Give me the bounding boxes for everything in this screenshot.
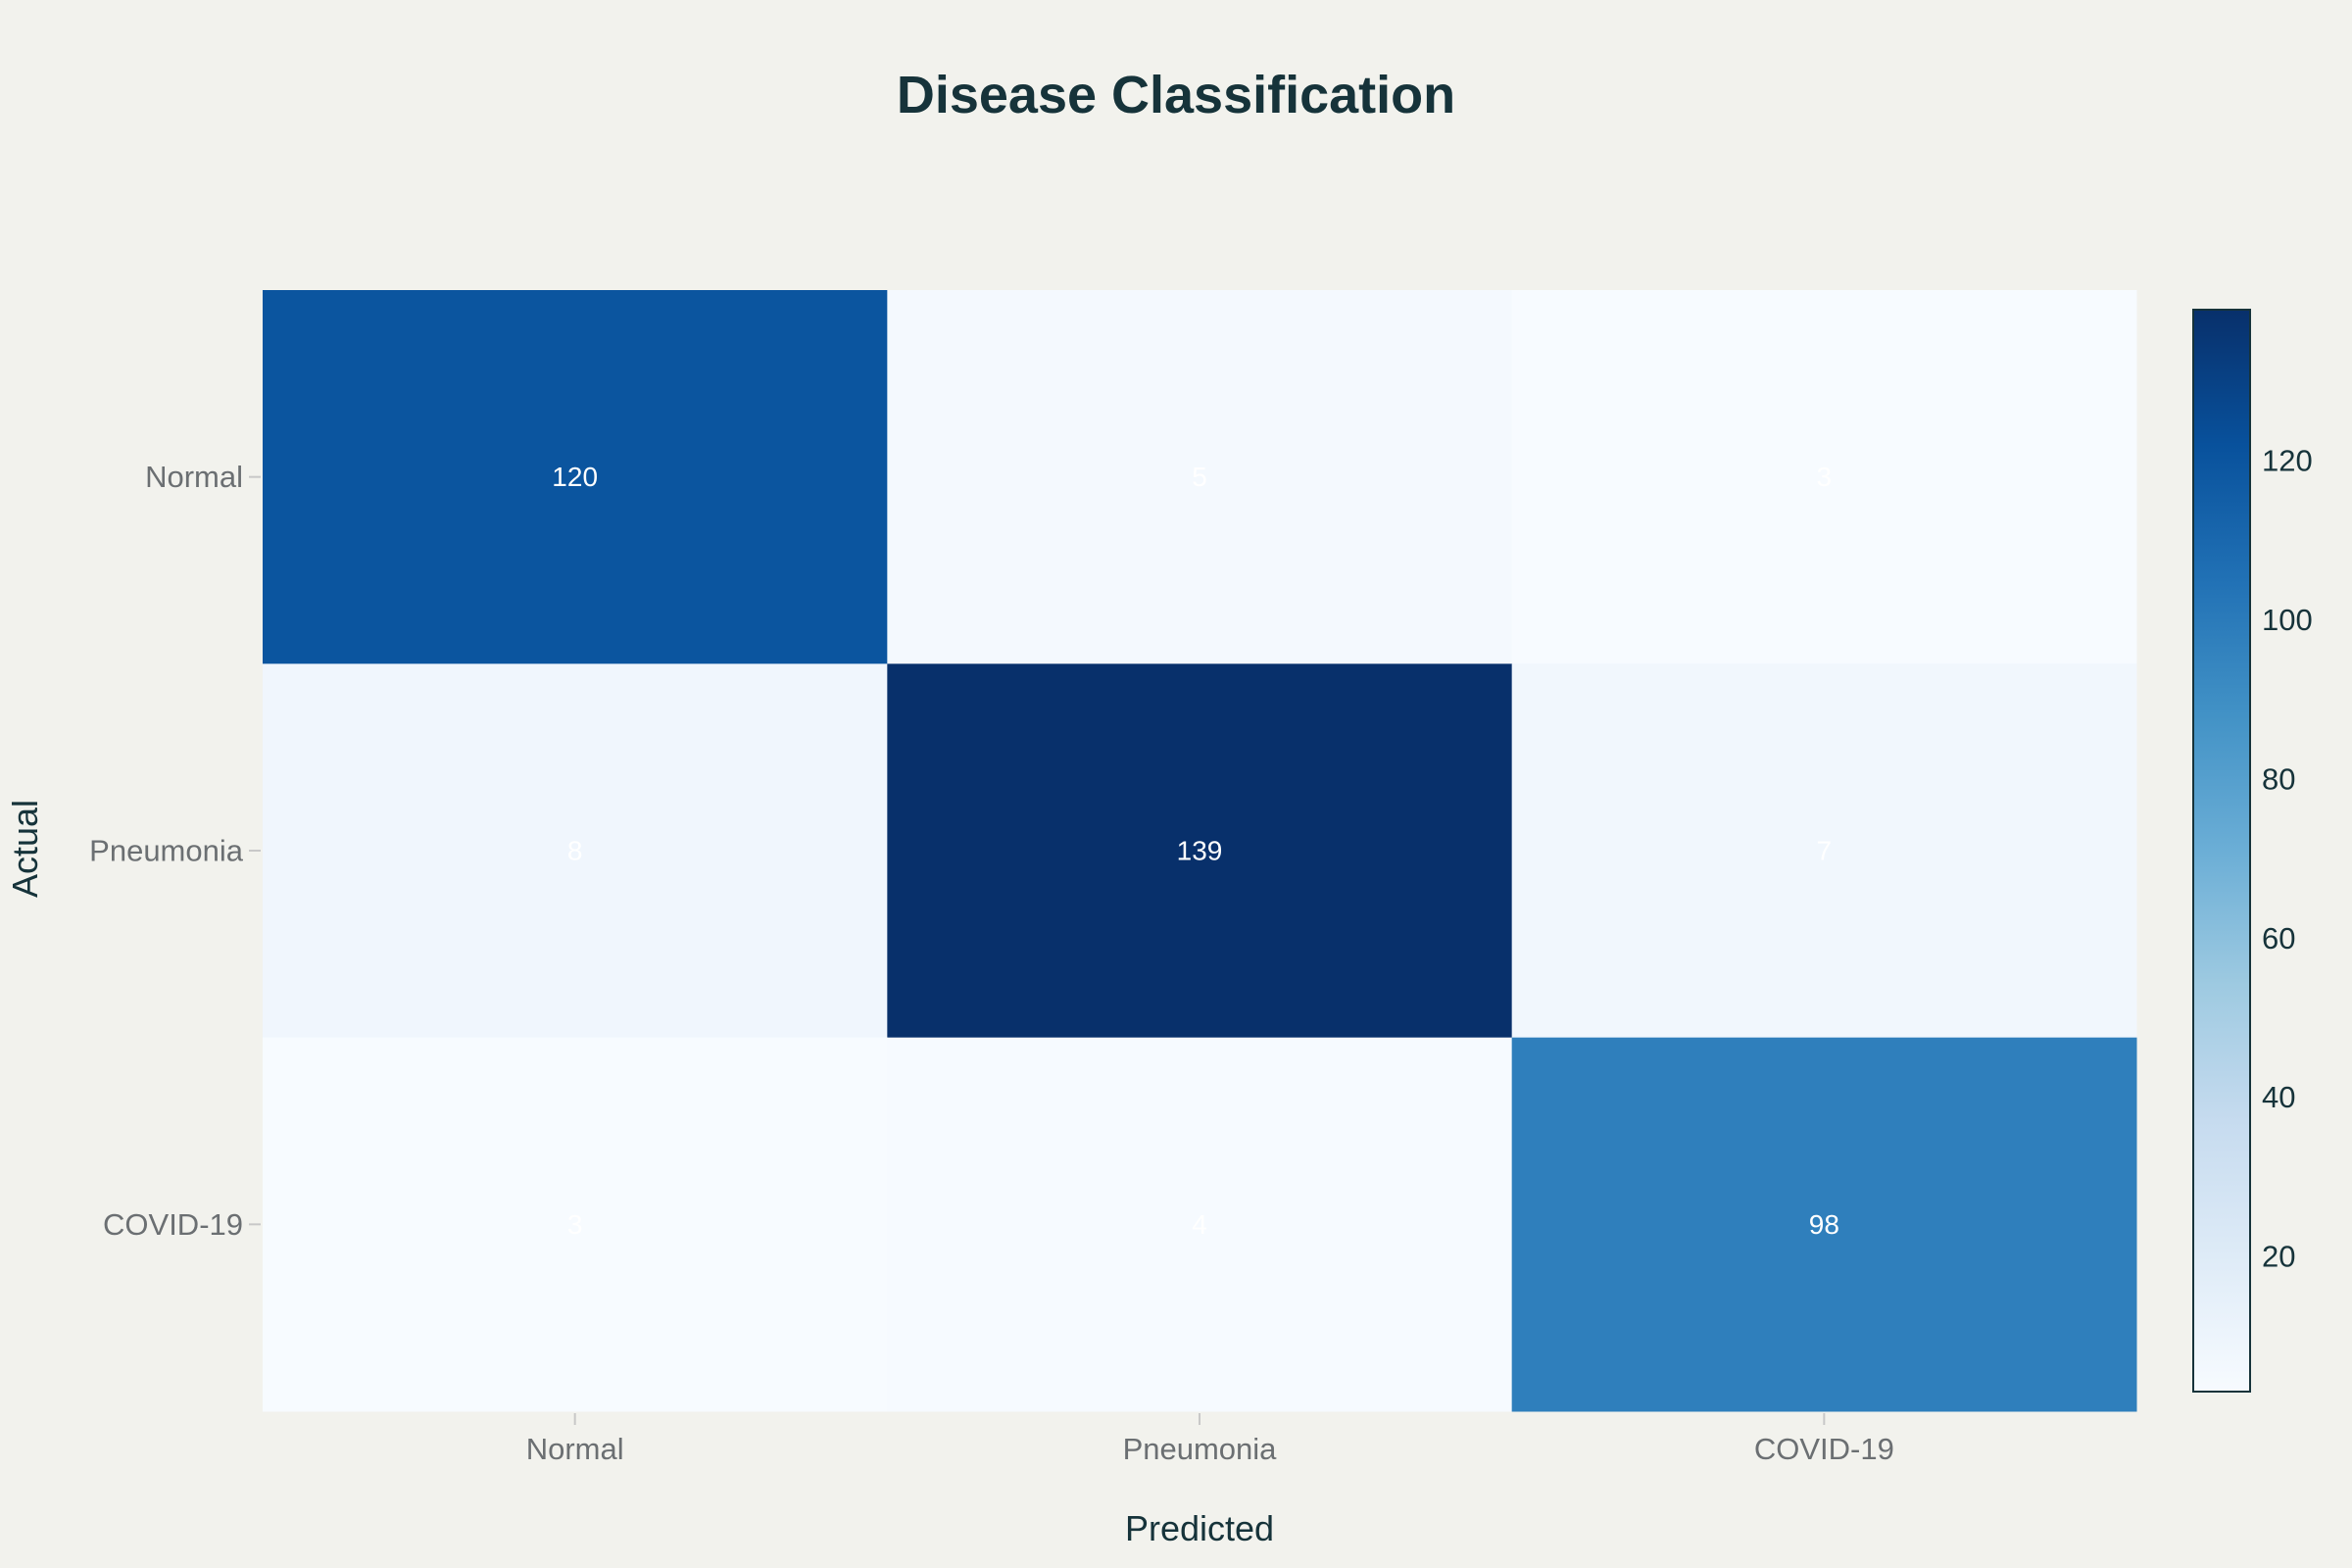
colorbar-tick-label: 40 — [2262, 1080, 2295, 1114]
heatmap-cell-covid-19-normal — [263, 1037, 888, 1412]
heatmap-cell-normal-normal — [263, 290, 888, 664]
cell-value-label: 7 — [1817, 836, 1833, 866]
x-tick-label: Normal — [526, 1432, 624, 1466]
colorbar-tick-label: 60 — [2262, 921, 2295, 956]
heatmap-cells — [263, 290, 2137, 1412]
x-axis-ticks: Normal Pneumonia COVID-19 — [526, 1413, 1894, 1466]
cell-value-label: 120 — [552, 462, 598, 492]
cell-value-label: 4 — [1192, 1209, 1207, 1240]
colorbar-tick-label: 100 — [2262, 603, 2313, 637]
cell-value-label: 3 — [567, 1209, 583, 1240]
x-tick-label: Pneumonia — [1123, 1432, 1278, 1466]
colorbar-tick-label: 80 — [2262, 761, 2295, 796]
heatmap-cell-covid-19-pneumonia — [887, 1037, 1513, 1412]
heatmap-cell-pneumonia-normal — [263, 663, 888, 1039]
colorbar-ticks: 20 40 60 80 100 120 — [2262, 444, 2313, 1274]
heatmap-cell-pneumonia-covid-19 — [1511, 663, 2137, 1039]
cell-value-label: 5 — [1192, 462, 1207, 492]
heatmap-cell-covid-19-covid-19 — [1511, 1037, 2137, 1412]
colorbar-tick-label: 120 — [2262, 444, 2313, 478]
colorbar-tick-label: 20 — [2262, 1240, 2295, 1274]
cell-value-label: 3 — [1817, 462, 1833, 492]
colorbar: 20 40 60 80 100 120 — [2192, 309, 2313, 1393]
cell-labels: 120 5 3 8 139 7 3 4 98 — [552, 462, 1839, 1240]
cell-value-label: 8 — [567, 836, 583, 866]
heatmap-cell-pneumonia-pneumonia — [887, 663, 1513, 1039]
cell-value-label: 98 — [1809, 1209, 1839, 1240]
y-tick-label: Normal — [145, 460, 243, 494]
chart-title: Disease Classification — [897, 66, 1455, 124]
y-tick-label: COVID-19 — [103, 1207, 243, 1242]
colorbar-gradient — [2192, 309, 2251, 1393]
y-axis-title: Actual — [5, 800, 45, 898]
x-tick-label: COVID-19 — [1754, 1432, 1894, 1466]
cell-value-label: 139 — [1177, 836, 1223, 866]
heatmap-cell-normal-pneumonia — [887, 290, 1513, 664]
x-axis-title: Predicted — [1125, 1508, 1274, 1548]
y-axis-ticks: Normal Pneumonia COVID-19 — [89, 460, 261, 1242]
y-tick-label: Pneumonia — [89, 834, 244, 868]
heatmap-cell-normal-covid-19 — [1511, 290, 2137, 664]
